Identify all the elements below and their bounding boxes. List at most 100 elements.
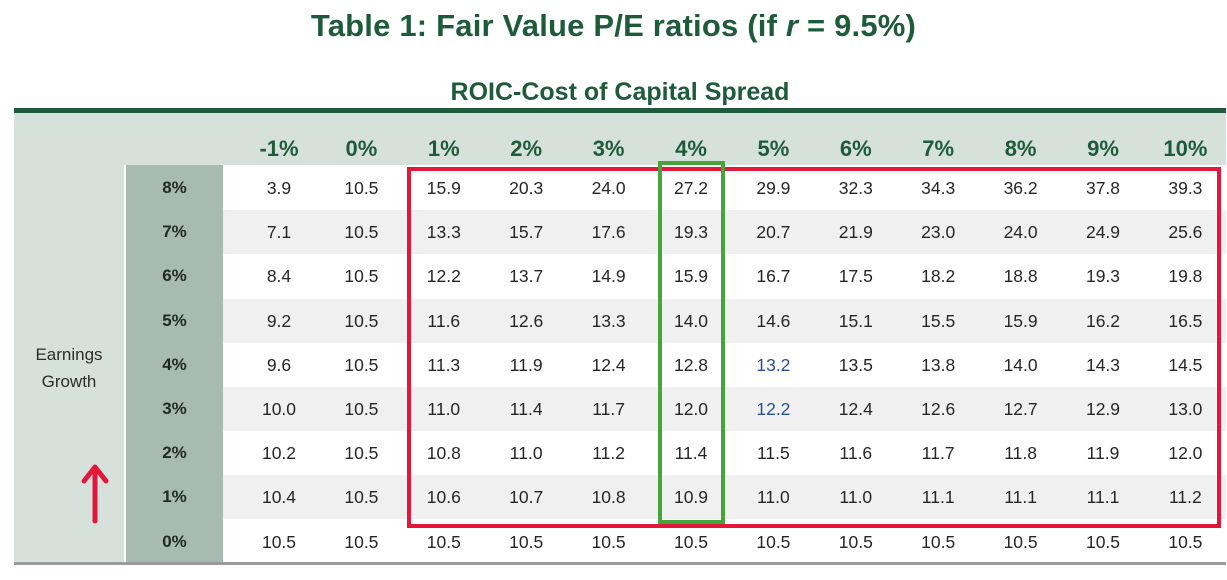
column-header: 1% — [427, 136, 460, 161]
column-header: 8% — [1004, 136, 1037, 161]
table-cell: 10.5 — [1168, 531, 1203, 552]
table-cell: 15.9 — [673, 266, 709, 287]
table-cell: 11.9 — [509, 354, 543, 375]
table-cell: 14.0 — [1003, 354, 1038, 375]
table-cell: 10.7 — [509, 487, 544, 508]
row-header: 3% — [162, 399, 187, 418]
table-cell: 37.8 — [1085, 178, 1121, 198]
table-cell: 12.6 — [921, 399, 956, 419]
table-cell: 11.9 — [1086, 443, 1120, 464]
table-cell: 10.8 — [426, 443, 461, 464]
table-cell: 10.5 — [344, 443, 379, 464]
table-cell: 10.8 — [591, 487, 626, 508]
row-axis-title-line2: Growth — [41, 372, 97, 391]
table-cell: 11.4 — [509, 399, 543, 419]
table-cell: 19.8 — [1168, 266, 1203, 287]
table-cell: 14.0 — [673, 310, 709, 331]
table-cell: 3.9 — [266, 178, 292, 198]
table-cell: 17.6 — [591, 222, 626, 243]
table-cell: 10.5 — [756, 531, 791, 552]
table-cell: 12.7 — [1003, 399, 1038, 419]
table-cell: 10.5 — [261, 531, 297, 552]
table-cell: 14.9 — [591, 266, 626, 287]
table-cell: 17.5 — [838, 266, 873, 287]
table-cell: 24.0 — [591, 178, 626, 198]
table-cell: 15.5 — [921, 310, 956, 331]
table-cell: 10.6 — [426, 487, 461, 508]
table-cell: 14.3 — [1085, 354, 1121, 375]
table-cell: 10.5 — [344, 266, 379, 287]
top-rule — [14, 108, 1226, 113]
table-cell: 10.5 — [344, 310, 379, 331]
table-cell: 20.7 — [756, 222, 791, 243]
table-cell: 15.7 — [509, 222, 544, 243]
table-cell: 13.8 — [921, 354, 956, 375]
table-cell: 11.8 — [1004, 443, 1037, 464]
table-cell: 39.3 — [1168, 178, 1203, 198]
table-cell: 11.6 — [839, 443, 873, 464]
table-cell: 18.2 — [921, 266, 956, 287]
table-cell: 13.0 — [1168, 399, 1203, 419]
header-band — [14, 113, 1226, 165]
table-cell: 10.5 — [344, 531, 379, 552]
table-cell: 11.6 — [427, 310, 461, 331]
table-cell: 12.0 — [673, 399, 709, 419]
table-cell: 12.8 — [673, 354, 709, 375]
table-cell: 12.2 — [426, 266, 461, 287]
table-cell: 8.4 — [266, 266, 292, 287]
table-cell: 10.2 — [261, 443, 297, 464]
table-cell: 11.5 — [757, 443, 790, 464]
bottom-rule — [14, 562, 1226, 565]
table-cell: 11.1 — [1004, 487, 1037, 508]
table-cell: 10.5 — [1085, 531, 1121, 552]
table-cell: 29.9 — [756, 178, 791, 198]
table-cell: 24.0 — [1003, 222, 1038, 243]
table-cell: 18.8 — [1003, 266, 1038, 287]
row-axis-panel — [14, 165, 124, 562]
table-cell: 11.0 — [839, 487, 873, 508]
table-cell: 11.7 — [592, 399, 625, 419]
row-header: 1% — [162, 487, 187, 507]
table-cell: 10.5 — [838, 531, 873, 552]
column-header: 5% — [757, 136, 790, 161]
table-cell: 7.1 — [266, 222, 292, 243]
title-prefix: Table 1: Fair Value P/E ratios (if — [310, 8, 786, 43]
table-cell: 11.2 — [592, 443, 625, 464]
table-cell: 27.2 — [673, 178, 709, 198]
title-suffix: = 9.5%) — [798, 8, 917, 43]
row-header: 4% — [162, 354, 187, 374]
table-cell: 12.9 — [1085, 399, 1121, 419]
table-cell: 11.1 — [1086, 487, 1120, 508]
column-header: -1% — [259, 136, 299, 161]
table-cell: 36.2 — [1003, 178, 1038, 198]
column-header: 10% — [1163, 136, 1208, 161]
table-cell: 16.5 — [1168, 310, 1203, 331]
row-axis-title: Earnings Growth — [14, 341, 124, 395]
table-cell: 13.3 — [591, 310, 626, 331]
red-highlight-box — [407, 167, 1221, 528]
table-cell: 12.0 — [1168, 443, 1203, 464]
column-header: 6% — [839, 136, 872, 161]
table-cell: 24.9 — [1085, 222, 1121, 243]
table-cell: 11.2 — [1169, 487, 1202, 508]
row-header: 0% — [162, 531, 187, 551]
table-cell: 32.3 — [838, 178, 873, 198]
table-cell: 13.2 — [756, 354, 791, 375]
table-cell: 13.7 — [509, 266, 544, 287]
table-cell: 14.5 — [1168, 354, 1203, 375]
table-cell: 16.2 — [1085, 310, 1121, 331]
table-cell: 10.4 — [261, 487, 297, 508]
table-cell: 12.4 — [838, 399, 873, 419]
table-cell: 10.5 — [344, 222, 379, 243]
column-header: 0% — [345, 136, 378, 161]
column-header: 7% — [922, 136, 955, 161]
table-cell: 12.6 — [509, 310, 544, 331]
table-cell: 10.0 — [261, 399, 297, 419]
table-cell: 15.9 — [426, 178, 461, 198]
table-cell: 10.5 — [921, 531, 956, 552]
row-header: 5% — [162, 310, 187, 330]
table-cell: 10.5 — [344, 178, 379, 198]
title-variable: r — [785, 8, 799, 43]
table-cell: 15.9 — [1003, 310, 1038, 331]
table-cell: 15.1 — [838, 310, 873, 331]
